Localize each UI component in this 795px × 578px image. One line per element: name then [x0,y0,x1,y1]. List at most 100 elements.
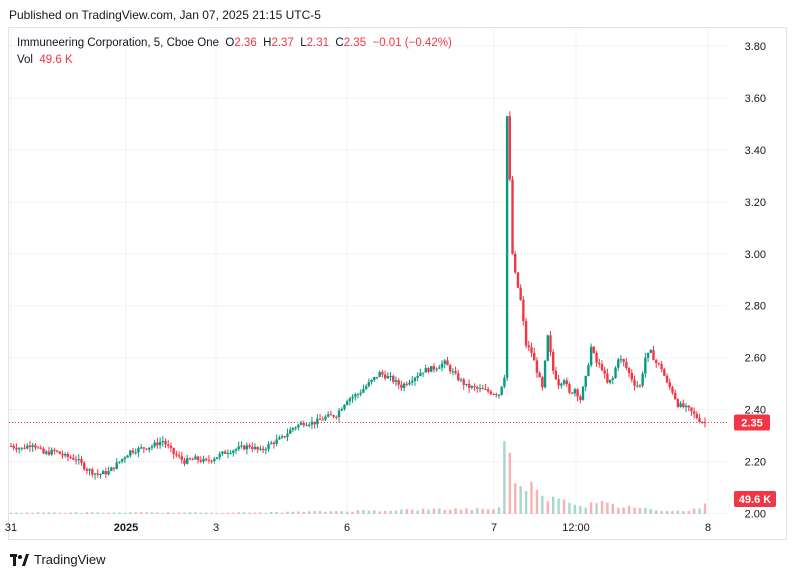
candle-body [120,458,124,462]
candle-body [533,353,536,361]
volume-bar [389,510,392,514]
volume-bar [519,486,522,514]
footer-brand[interactable]: TradingView [10,552,106,567]
candle-body [646,352,650,358]
candle-body [497,394,501,396]
chart-legend: Immuneering Corporation, 5, Cboe One O2.… [17,35,452,69]
candle-body [343,404,346,410]
candle-body [183,459,186,464]
candle-body [541,377,544,388]
candle-body [606,373,609,383]
volume-bar [562,499,566,514]
candle-body [630,372,634,380]
candle-body [516,272,520,288]
candle-body [272,442,276,444]
candle-body [383,374,387,379]
grid-lines [9,28,727,516]
volume-bar [329,511,333,514]
volume-bar [649,508,652,514]
candle-body [61,453,64,456]
candle-body [137,447,140,453]
volume-bar [627,505,631,514]
candle-body [196,456,200,461]
candle-body [565,380,568,385]
candle-body [150,446,154,448]
candle-body [682,403,685,408]
candle-body [115,462,118,469]
candle-body [26,445,29,449]
candle-body [638,385,642,387]
candle-body [522,299,525,322]
candle-body [459,379,463,381]
y-tick-label: 2.20 [745,456,766,468]
candle-body [110,467,113,472]
volume-bar [584,507,587,514]
volume-bar [438,508,441,514]
candle-body [373,377,376,380]
volume-bar [26,512,29,514]
candle-body [622,359,625,362]
candle-body [17,448,21,450]
volume-value: 49.6 K [39,54,73,66]
volume-bar [345,511,349,514]
candle-body [278,437,281,440]
symbol-title: Immuneering Corporation, 5, Cboe One [17,37,219,49]
candle-body [107,471,110,475]
candle-body [172,447,175,455]
candle-body [248,445,251,448]
candle-body [462,379,465,385]
candle-body [329,414,333,416]
candle-body [167,444,170,446]
candle-body [207,459,211,461]
candle-body [213,458,216,462]
candle-body [332,415,335,417]
volume-bar [595,503,598,514]
volume-bar [362,510,365,514]
candle-body [362,389,365,393]
volume-bar [302,512,305,514]
volume-bar [644,507,647,514]
candle-body [348,398,352,402]
candle-body [335,416,338,418]
tradingview-logo-icon [10,553,29,566]
candle-body [652,350,655,361]
volume-bar [210,512,213,514]
candle-body [421,372,425,374]
volume-bar [698,508,701,514]
candle-body [397,380,400,385]
volume-bar [573,504,577,514]
y-tick-label: 3.60 [745,93,766,105]
candle-body [267,444,270,450]
candle-body [139,447,143,449]
candle-body [619,359,623,361]
volume-bar [373,510,376,514]
candle-body [663,369,666,376]
candle-body [261,448,265,451]
y-tick-label: 2.60 [745,353,766,365]
volume-bar [524,491,528,514]
volume-bar [270,511,273,514]
volume-bar [253,512,257,514]
candle-body [72,457,75,460]
candle-body [562,380,566,384]
candle-body [660,364,663,370]
candle-body [402,383,406,388]
volume-bar [134,512,137,514]
volume-bar [280,512,284,514]
candle-body [378,372,381,377]
candle-body [527,345,530,348]
candle-body [573,389,577,394]
candle-body [608,379,612,383]
volume-bar [112,512,116,514]
candle-body [484,389,487,391]
candle-body [245,445,249,450]
candle-body [603,370,606,374]
candle-body [584,375,587,387]
candle-body [392,376,395,382]
candle-body [478,388,482,390]
volume-bar [215,512,219,514]
chart-pane[interactable] [8,27,787,540]
candle-body [188,458,192,460]
